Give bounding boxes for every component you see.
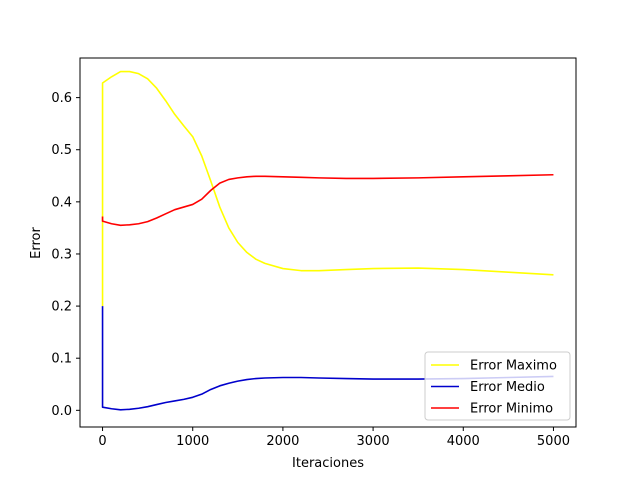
- y-axis-label: Error: [29, 227, 44, 259]
- y-axis: 0.0 0.1 0.2 0.3 0.4 0.5 0.6: [51, 91, 80, 419]
- y-tick-label: 0.4: [51, 195, 72, 210]
- y-tick-label: 0.2: [51, 300, 72, 315]
- x-axis: 0 1000 2000 3000 4000 5000: [98, 427, 570, 449]
- y-tick-label: 0.5: [51, 143, 72, 158]
- series-line-error-minimo: [101, 173, 554, 227]
- x-tick-label: 3000: [357, 434, 390, 449]
- series-line-error-medio: [101, 306, 554, 411]
- y-tick-label: 0.1: [51, 352, 72, 367]
- legend-label: Error Minimo: [470, 402, 553, 417]
- y-tick-label: 0.6: [51, 91, 72, 106]
- series-layer: [101, 70, 554, 411]
- x-tick-label: 2000: [266, 434, 299, 449]
- legend-box: [424, 351, 571, 421]
- legend-label: Error Maximo: [470, 359, 557, 374]
- y-tick-label: 0.3: [51, 247, 72, 262]
- plot-frame: [79, 57, 577, 428]
- legend: Error Maximo Error Medio Error Minimo: [424, 351, 571, 421]
- y-tick-label: 0.0: [51, 404, 72, 419]
- x-axis-label: Iteraciones: [292, 456, 364, 471]
- series-line-error-maximo: [101, 70, 554, 307]
- x-tick-label: 0: [98, 434, 106, 449]
- x-tick-label: 1000: [176, 434, 209, 449]
- legend-label: Error Medio: [470, 380, 545, 395]
- x-tick-label: 5000: [537, 434, 570, 449]
- x-tick-label: 4000: [447, 434, 480, 449]
